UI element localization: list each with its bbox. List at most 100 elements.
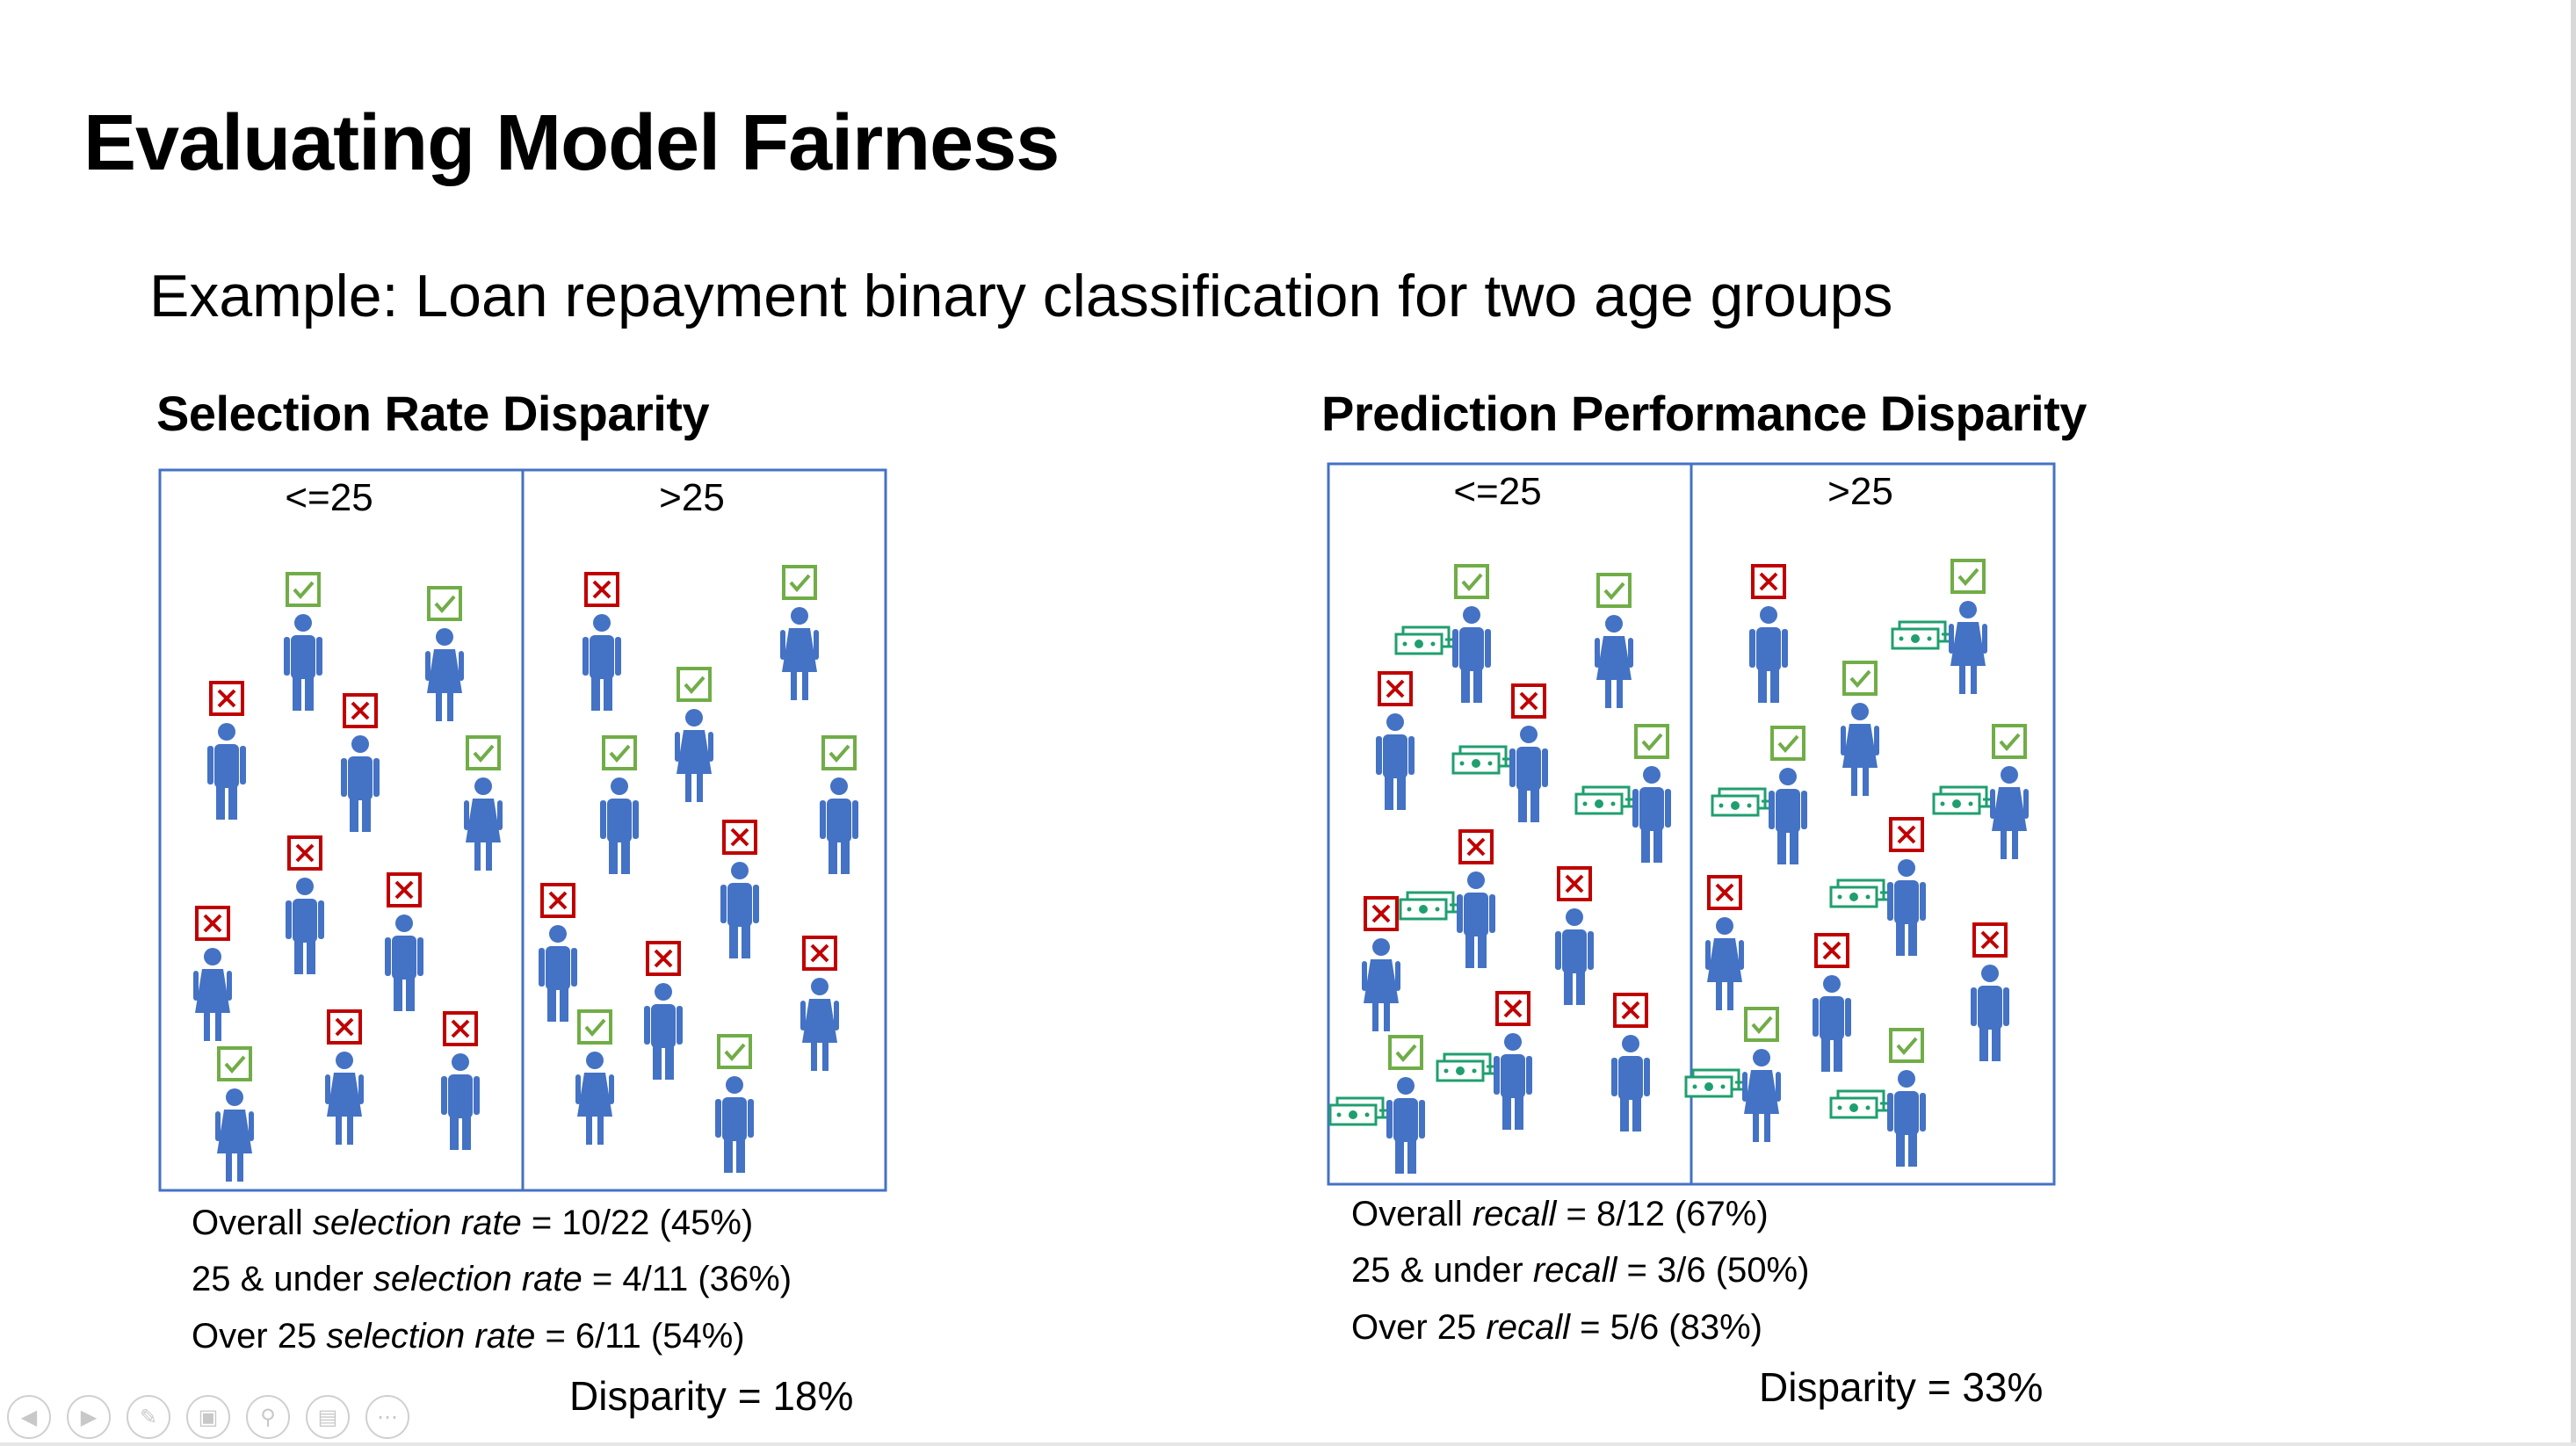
slide-subtitle: Example: Loan repayment binary classific… — [149, 263, 1893, 329]
person-rejected-0-10 — [441, 1011, 480, 1150]
money-icon — [1829, 1089, 1887, 1119]
x-mark-icon — [1364, 896, 1399, 931]
person-rejected-1-0 — [1749, 564, 1788, 703]
selection-rate-section-title: Selection Rate Disparity — [156, 386, 710, 441]
checkmark-icon — [577, 1009, 612, 1045]
man-icon — [1509, 726, 1548, 822]
man-icon — [441, 1053, 480, 1150]
money-icon — [1829, 878, 1887, 908]
person-rejected-1-7 — [644, 941, 683, 1080]
woman-icon — [1742, 1049, 1781, 1142]
man-icon — [341, 735, 380, 832]
x-mark-icon — [195, 906, 230, 941]
man-icon — [284, 614, 322, 711]
x-mark-icon — [209, 681, 244, 716]
checkmark-icon — [1889, 1028, 1924, 1063]
person-approved-0-8 — [215, 1046, 254, 1182]
man-icon — [1971, 965, 2009, 1061]
performance-group-1 — [1684, 559, 2029, 1167]
checkmark-icon — [1388, 1035, 1423, 1070]
money-icon — [1574, 785, 1632, 815]
person-approved-1-4 — [1932, 724, 2029, 859]
x-mark-icon — [387, 872, 422, 907]
previous-slide-icon[interactable]: ◀ — [7, 1395, 51, 1439]
checkmark-icon — [677, 667, 712, 702]
person-rejected-1-8 — [1971, 922, 2009, 1061]
stat-over25-selection-rate: Over 25 selection rate = 6/11 (54%) — [192, 1317, 745, 1356]
x-mark-icon — [1458, 829, 1494, 864]
stat-overall-recall: Overall recall = 8/12 (67%) — [1351, 1195, 1769, 1233]
man-icon — [539, 925, 577, 1022]
person-approved-1-10 — [715, 1034, 754, 1173]
person-approved-0-1 — [1595, 573, 1633, 708]
man-icon — [1769, 768, 1807, 864]
stat-under25-selection-rate: 25 & under selection rate = 4/11 (36%) — [192, 1260, 792, 1298]
money-icon — [1684, 1068, 1742, 1098]
person-rejected-0-2 — [1376, 671, 1415, 810]
selection-rate-diagram: <=25 >25 — [158, 468, 887, 1192]
selection-group-1 — [539, 565, 858, 1173]
person-rejected-0-8 — [1436, 991, 1532, 1130]
checkmark-icon — [1454, 564, 1489, 599]
woman-icon — [464, 777, 503, 871]
next-slide-icon[interactable]: ▶ — [67, 1395, 111, 1439]
x-mark-icon — [1495, 991, 1530, 1026]
person-approved-1-10 — [1829, 1028, 1926, 1167]
selection-svg: <=25 >25 — [158, 468, 887, 1192]
person-rejected-0-2 — [207, 681, 246, 820]
zoom-icon[interactable]: ⚲ — [246, 1395, 290, 1439]
person-approved-1-4 — [820, 735, 858, 874]
person-rejected-1-8 — [800, 936, 839, 1071]
man-icon — [1749, 606, 1788, 703]
person-approved-1-3 — [1711, 726, 1807, 864]
money-icon — [1451, 745, 1509, 775]
person-approved-1-1 — [1891, 559, 1987, 694]
checkmark-icon — [821, 735, 857, 770]
person-approved-1-3 — [600, 735, 639, 874]
selection-group-label-1: >25 — [659, 476, 725, 519]
man-icon — [1887, 1070, 1926, 1167]
person-approved-1-1 — [780, 565, 819, 700]
person-rejected-1-5 — [720, 820, 759, 958]
performance-group-label-0: <=25 — [1453, 470, 1541, 513]
person-approved-1-9 — [575, 1009, 614, 1145]
money-icon — [1328, 1096, 1386, 1126]
checkmark-icon — [466, 735, 501, 770]
person-approved-0-4 — [1574, 724, 1671, 863]
slides-grid-icon[interactable]: ▣ — [186, 1395, 230, 1439]
slideshow-controls: ◀ ▶ ✎ ▣ ⚲ ▤ ⋯ — [7, 1395, 409, 1439]
x-mark-icon — [287, 835, 322, 871]
more-options-icon[interactable]: ⋯ — [365, 1395, 409, 1439]
x-mark-icon — [584, 572, 619, 607]
subtitles-icon[interactable]: ▤ — [306, 1395, 350, 1439]
woman-icon — [215, 1088, 254, 1182]
checkmark-icon — [1770, 726, 1805, 761]
woman-icon — [675, 709, 713, 802]
x-mark-icon — [722, 820, 757, 855]
man-icon — [715, 1076, 754, 1173]
performance-group-0 — [1328, 564, 1671, 1174]
slide-bottom-edge — [0, 1442, 2576, 1446]
x-mark-icon — [802, 936, 837, 971]
person-approved-0-9 — [1328, 1035, 1425, 1174]
x-mark-icon — [443, 1011, 478, 1046]
person-rejected-0-3 — [1451, 683, 1548, 822]
checkmark-icon — [427, 586, 462, 621]
woman-icon — [1705, 917, 1744, 1010]
person-rejected-0-7 — [1362, 896, 1400, 1031]
person-rejected-0-5 — [1399, 829, 1495, 968]
woman-icon — [1841, 703, 1879, 796]
pen-icon[interactable]: ✎ — [127, 1395, 170, 1439]
man-icon — [820, 777, 858, 874]
man-icon — [286, 878, 324, 974]
man-icon — [1457, 871, 1495, 968]
slide-right-edge — [2571, 0, 2576, 1446]
money-icon — [1711, 787, 1769, 817]
woman-icon — [1362, 938, 1400, 1031]
woman-icon — [800, 978, 839, 1071]
selection-group-0 — [193, 572, 503, 1182]
x-mark-icon — [327, 1009, 362, 1045]
man-icon — [1611, 1035, 1650, 1131]
person-rejected-1-0 — [582, 572, 621, 711]
person-rejected-0-5 — [286, 835, 324, 974]
